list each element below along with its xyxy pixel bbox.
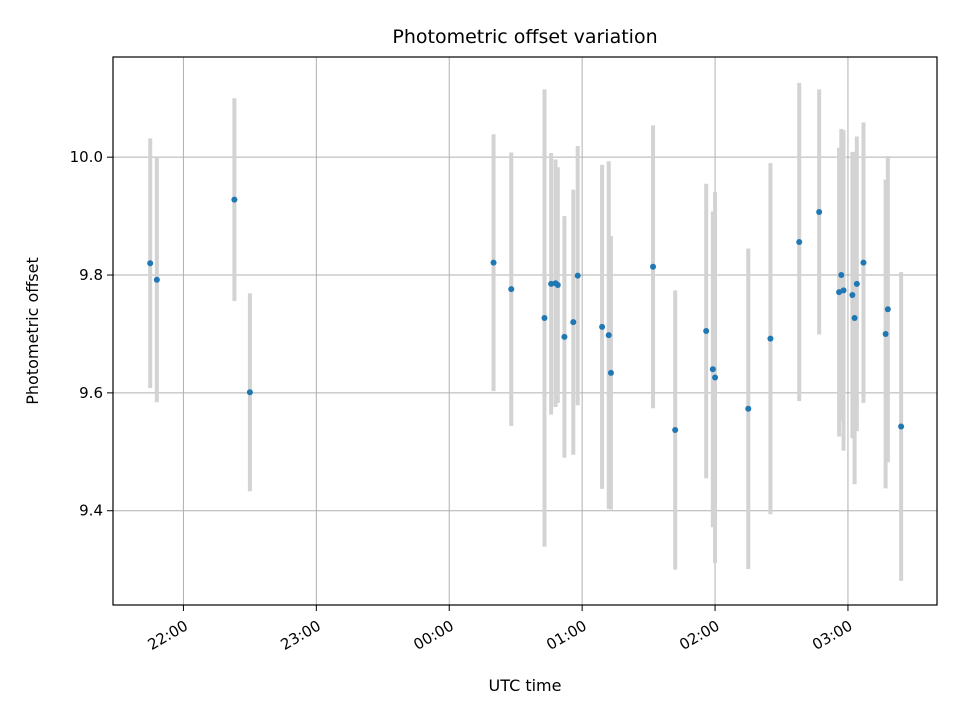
plot-frame: [112, 56, 938, 606]
data-point: [853, 280, 860, 287]
data-point: [574, 272, 581, 279]
y-tick-label: 9.8: [79, 266, 103, 284]
data-point: [231, 196, 238, 203]
chart-title: Photometric offset variation: [392, 26, 657, 48]
y-tick-label: 10.0: [70, 148, 103, 166]
data-point: [599, 323, 606, 330]
data-point: [570, 319, 577, 326]
data-point: [607, 369, 614, 376]
data-point: [147, 260, 154, 267]
data-point: [153, 276, 160, 283]
data-point: [541, 315, 548, 322]
x-axis-label: UTC time: [489, 676, 562, 695]
data-point: [851, 315, 858, 322]
data-point: [561, 333, 568, 340]
data-point: [840, 287, 847, 294]
data-point: [882, 330, 889, 337]
data-point: [884, 306, 891, 313]
data-point: [650, 263, 657, 270]
y-tick-label: 9.6: [79, 384, 103, 402]
data-point: [554, 282, 561, 289]
y-tick-label: 9.4: [79, 502, 103, 520]
data-point: [508, 286, 515, 293]
data-point: [712, 374, 719, 381]
data-point: [745, 405, 752, 412]
data-point: [548, 280, 555, 287]
data-point: [816, 208, 823, 215]
data-point: [709, 366, 716, 373]
data-point: [672, 426, 679, 433]
data-point: [860, 259, 867, 266]
data-point: [767, 335, 774, 342]
data-point: [796, 239, 803, 246]
data-point: [605, 332, 612, 339]
data-point: [838, 272, 845, 279]
data-point: [898, 423, 905, 430]
y-axis-label: Photometric offset: [23, 257, 42, 405]
data-point: [246, 389, 253, 396]
y-axis-ticks: 9.4 9.6 9.8 10.0: [70, 148, 113, 520]
data-point: [490, 259, 497, 266]
data-point: [703, 328, 710, 334]
data-points: [147, 196, 905, 433]
data-point: [849, 292, 856, 299]
